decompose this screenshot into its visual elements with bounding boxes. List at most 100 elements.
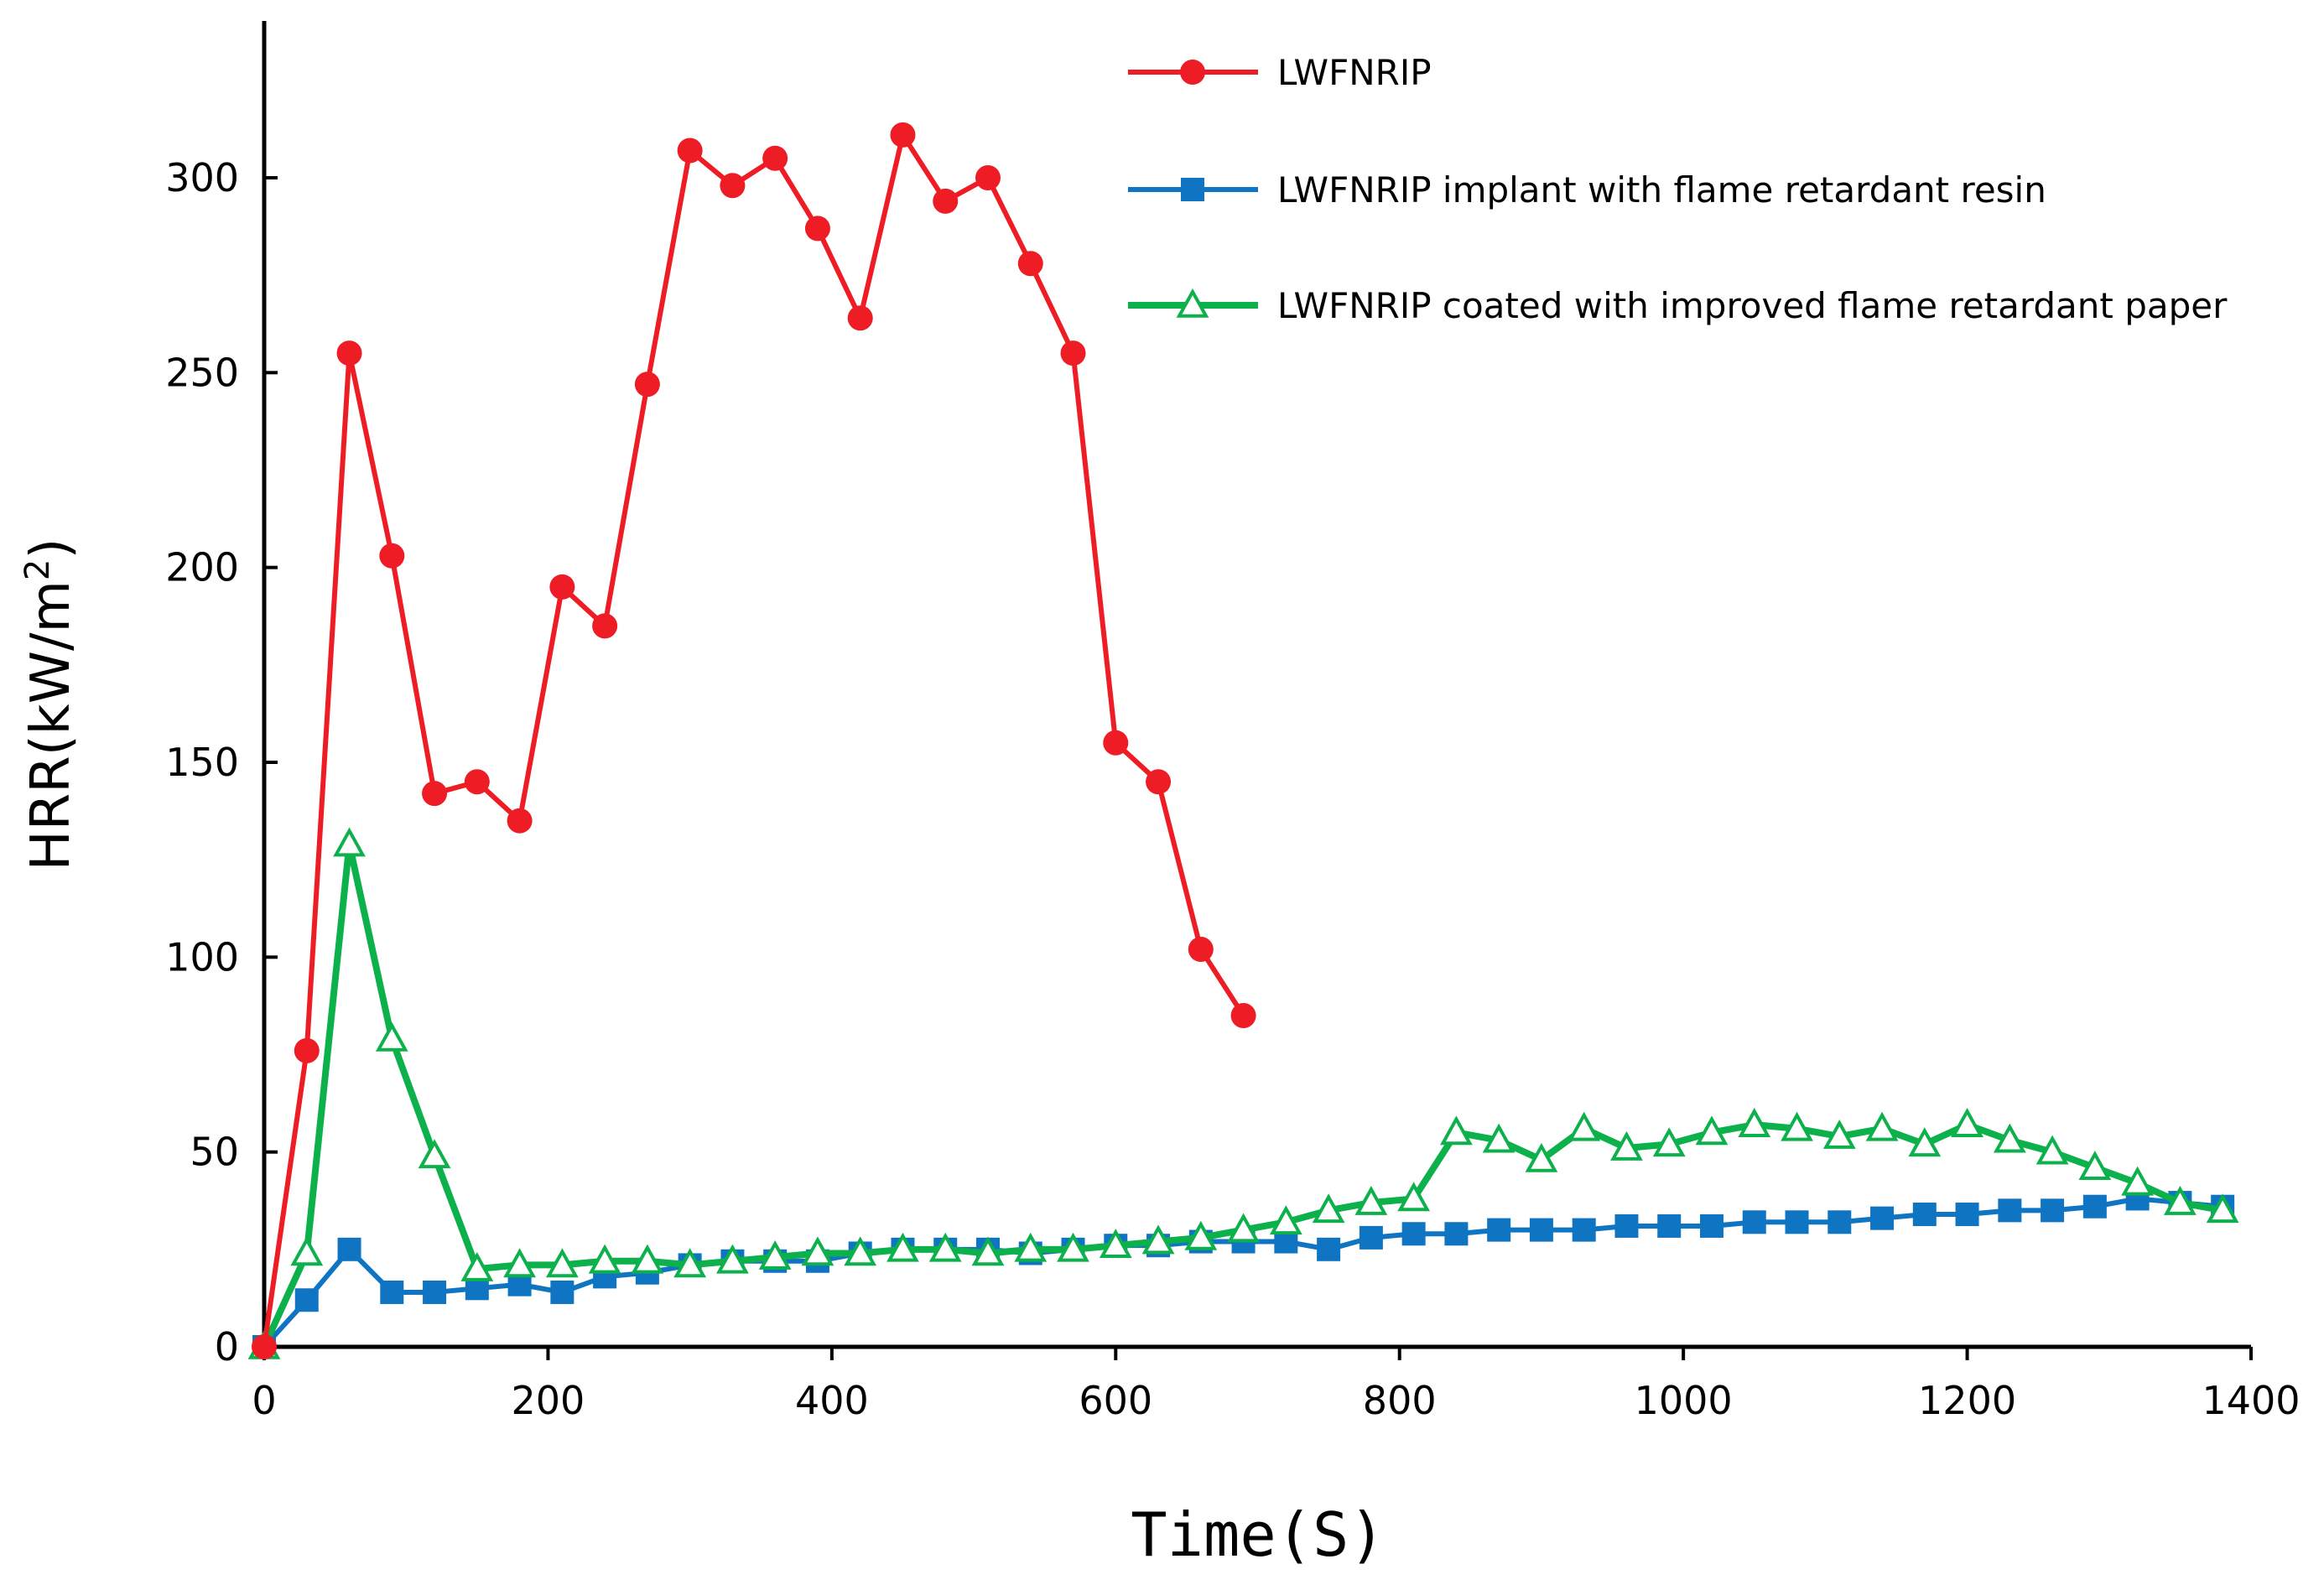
data-point bbox=[1568, 1111, 1601, 1141]
data-point bbox=[464, 769, 490, 795]
data-point bbox=[1614, 1213, 1639, 1238]
data-point bbox=[1014, 1232, 1048, 1262]
x-tick-label: 1000 bbox=[1635, 1378, 1733, 1423]
legend-marker bbox=[1181, 178, 1204, 201]
data-point bbox=[588, 1244, 621, 1274]
data-point bbox=[550, 1280, 575, 1304]
data-point bbox=[380, 1280, 404, 1304]
y-tick-label: 150 bbox=[165, 740, 239, 785]
data-point bbox=[631, 1244, 664, 1274]
data-point bbox=[1657, 1213, 1682, 1238]
data-point bbox=[2206, 1193, 2239, 1224]
data-point bbox=[2163, 1185, 2197, 1215]
data-point bbox=[1695, 1115, 1729, 1146]
data-point bbox=[844, 1236, 877, 1266]
x-tick-label: 200 bbox=[512, 1378, 585, 1423]
data-point bbox=[1397, 1182, 1431, 1212]
data-point bbox=[1017, 251, 1043, 277]
y-tick-label: 0 bbox=[215, 1324, 239, 1369]
x-tick-label: 0 bbox=[252, 1378, 276, 1423]
y-axis-title-main: HRR(kW/m bbox=[20, 580, 82, 870]
data-point bbox=[886, 1232, 919, 1262]
data-point bbox=[804, 216, 830, 242]
data-point bbox=[1742, 1210, 1766, 1234]
data-point bbox=[762, 145, 788, 171]
x-tick-label: 600 bbox=[1079, 1378, 1152, 1423]
y-axis-title-sup: 2 bbox=[18, 559, 57, 580]
data-point bbox=[1998, 1198, 2022, 1223]
data-point bbox=[1227, 1213, 1260, 1243]
data-point bbox=[1908, 1127, 1942, 1157]
data-point bbox=[418, 1139, 451, 1169]
data-point bbox=[1060, 340, 1086, 366]
y-tick-label: 300 bbox=[165, 155, 239, 200]
data-point bbox=[290, 1236, 324, 1266]
data-point bbox=[673, 1248, 707, 1278]
data-point bbox=[716, 1244, 749, 1274]
data-point bbox=[507, 808, 533, 834]
data-point bbox=[890, 122, 916, 148]
legend-label: LWFNRIP implant with flame retardant res… bbox=[1277, 169, 2046, 210]
data-point bbox=[1529, 1218, 1553, 1242]
data-point bbox=[375, 1021, 408, 1052]
data-point bbox=[1141, 1224, 1175, 1255]
x-axis-title: Time(S) bbox=[1131, 1499, 1385, 1570]
data-point bbox=[1865, 1111, 1899, 1141]
data-point bbox=[1572, 1218, 1596, 1242]
data-point bbox=[1440, 1115, 1473, 1146]
y-ticks: 0 50 100 150 200 250 300 bbox=[165, 155, 278, 1369]
data-point bbox=[1317, 1237, 1341, 1261]
y-axis-title: HRR(kW/m2) bbox=[18, 538, 82, 871]
data-point bbox=[1955, 1203, 1979, 1227]
data-point bbox=[1652, 1127, 1686, 1157]
data-point bbox=[1312, 1193, 1345, 1224]
data-point bbox=[1912, 1203, 1937, 1227]
data-point bbox=[379, 543, 405, 569]
x-tick-label: 800 bbox=[1363, 1378, 1437, 1423]
data-point bbox=[1103, 730, 1129, 756]
data-point bbox=[1184, 1220, 1218, 1250]
data-point bbox=[423, 1280, 447, 1304]
data-point bbox=[1699, 1213, 1724, 1238]
data-point bbox=[1146, 769, 1172, 795]
data-point bbox=[720, 173, 746, 199]
legend-marker bbox=[1180, 60, 1205, 85]
y-tick-label: 200 bbox=[165, 545, 239, 590]
x-tick-label: 400 bbox=[795, 1378, 869, 1423]
data-point bbox=[1993, 1123, 2026, 1153]
data-point bbox=[1269, 1205, 1302, 1235]
data-point bbox=[1401, 1222, 1426, 1246]
data-point bbox=[928, 1232, 962, 1262]
data-point bbox=[545, 1248, 579, 1278]
data-point bbox=[1230, 1003, 1256, 1029]
data-point bbox=[333, 827, 366, 857]
data-point bbox=[634, 372, 660, 398]
y-tick-label: 50 bbox=[190, 1130, 239, 1175]
legend: LWFNRIP LWFNRIP implant with flame retard… bbox=[1128, 52, 2228, 326]
data-point bbox=[1057, 1232, 1089, 1262]
data-point bbox=[503, 1248, 536, 1278]
data-point bbox=[1738, 1108, 1771, 1137]
data-point bbox=[460, 1251, 494, 1281]
legend-label: LWFNRIP coated with improved flame retar… bbox=[1277, 285, 2228, 326]
data-point bbox=[933, 188, 959, 214]
x-tick-label: 1400 bbox=[2202, 1378, 2300, 1423]
data-point bbox=[1525, 1142, 1558, 1172]
data-point bbox=[1487, 1218, 1511, 1242]
legend-entry: LWFNRIP coated with improved flame retar… bbox=[1128, 285, 2228, 326]
legend-entry: LWFNRIP bbox=[1128, 52, 1432, 93]
data-point bbox=[2121, 1166, 2155, 1196]
data-point bbox=[592, 613, 618, 639]
series-1 bbox=[252, 122, 1256, 1359]
x-tick-label: 1200 bbox=[1918, 1378, 2016, 1423]
data-point bbox=[1359, 1225, 1383, 1250]
data-point bbox=[336, 340, 362, 366]
series-line bbox=[262, 132, 1246, 1348]
data-point bbox=[971, 1236, 1005, 1266]
y-tick-label: 250 bbox=[165, 350, 239, 395]
data-point bbox=[1870, 1206, 1895, 1230]
axes bbox=[262, 21, 2251, 1349]
data-point bbox=[1188, 937, 1214, 963]
data-point bbox=[1354, 1185, 1388, 1215]
